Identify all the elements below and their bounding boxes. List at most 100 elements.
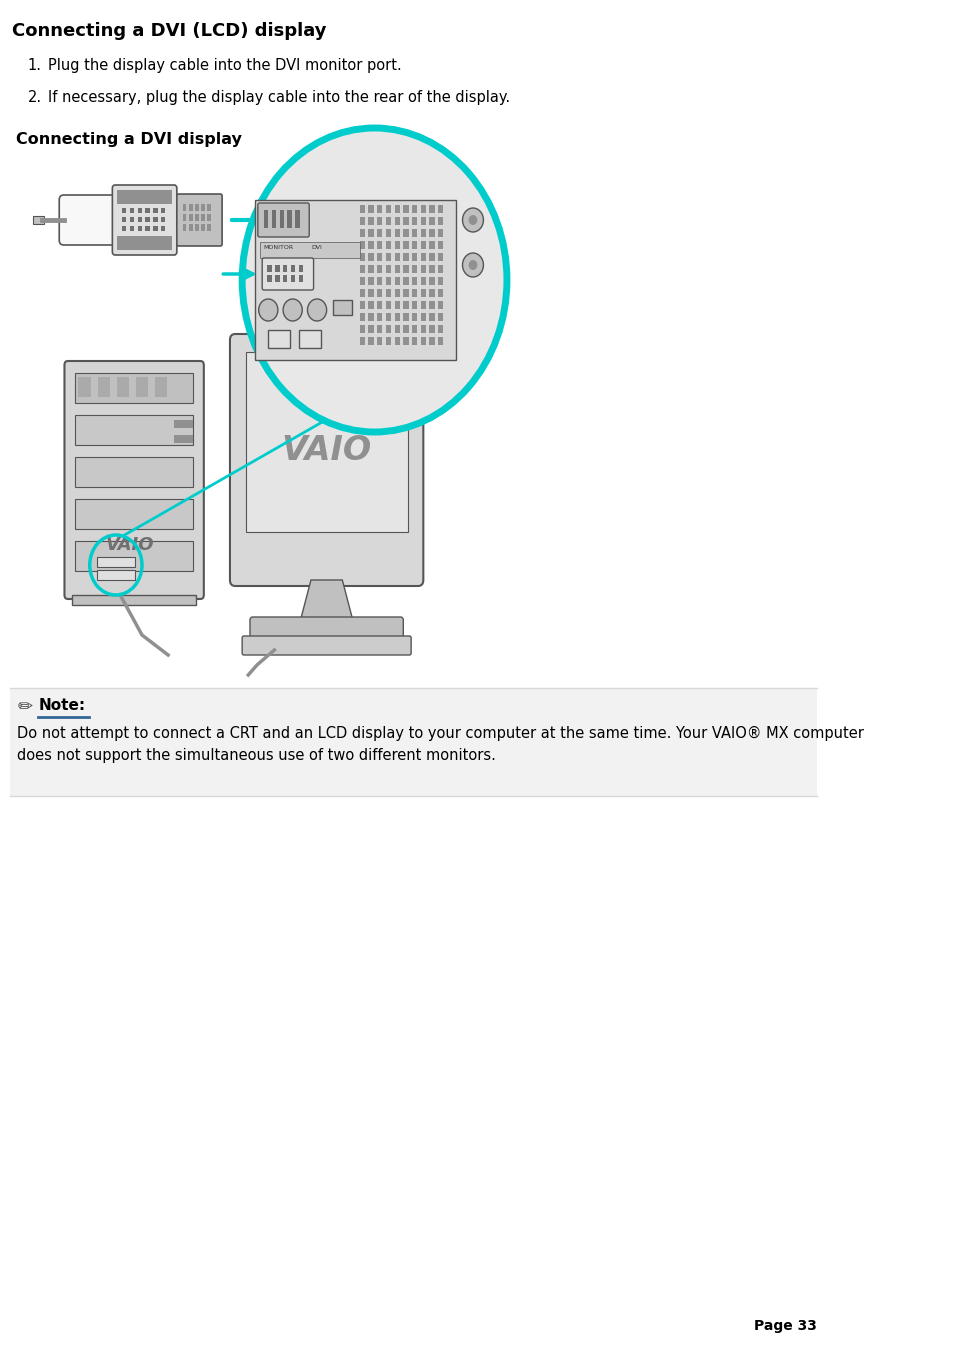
Bar — [403, 230, 408, 236]
Bar — [130, 218, 134, 222]
Bar — [437, 289, 443, 297]
FancyBboxPatch shape — [257, 203, 309, 236]
Bar — [376, 277, 382, 285]
Bar — [78, 377, 91, 397]
Bar — [420, 240, 425, 249]
Text: MONITOR: MONITOR — [263, 245, 293, 250]
Bar — [272, 209, 275, 228]
Bar — [420, 301, 425, 309]
Bar — [287, 209, 292, 228]
Bar — [201, 224, 205, 231]
Bar — [420, 326, 425, 332]
Bar — [264, 209, 268, 228]
Bar — [437, 336, 443, 345]
Bar — [385, 240, 391, 249]
Bar — [153, 226, 157, 231]
Text: Do not attempt to connect a CRT and an LCD display to your computer at the same : Do not attempt to connect a CRT and an L… — [17, 725, 863, 763]
FancyBboxPatch shape — [250, 617, 403, 644]
Bar — [385, 253, 391, 261]
Bar — [412, 336, 416, 345]
Bar — [412, 240, 416, 249]
Bar — [195, 224, 198, 231]
FancyBboxPatch shape — [65, 361, 204, 598]
Bar — [395, 326, 399, 332]
Bar — [403, 253, 408, 261]
Bar — [75, 499, 193, 530]
Bar — [183, 213, 186, 222]
Bar — [376, 326, 382, 332]
Bar — [97, 377, 110, 397]
Text: If necessary, plug the display cable into the rear of the display.: If necessary, plug the display cable int… — [48, 91, 510, 105]
Bar — [96, 570, 135, 580]
Bar — [72, 594, 195, 605]
Bar — [155, 377, 167, 397]
Bar — [395, 230, 399, 236]
FancyBboxPatch shape — [112, 185, 176, 255]
Bar — [385, 205, 391, 213]
Bar — [122, 208, 126, 213]
Bar — [279, 209, 284, 228]
Bar — [359, 326, 365, 332]
Bar — [275, 276, 279, 282]
Bar — [395, 336, 399, 345]
Circle shape — [468, 259, 476, 270]
Bar — [283, 276, 287, 282]
Bar — [275, 265, 279, 272]
Circle shape — [462, 208, 483, 232]
Bar — [368, 326, 374, 332]
Bar — [403, 336, 408, 345]
Circle shape — [307, 299, 326, 322]
Text: DVI: DVI — [312, 245, 322, 250]
Bar — [395, 253, 399, 261]
Bar — [189, 213, 193, 222]
Bar — [385, 336, 391, 345]
Bar — [412, 289, 416, 297]
Bar — [122, 226, 126, 231]
Bar — [429, 218, 435, 226]
Bar — [368, 218, 374, 226]
Bar — [437, 253, 443, 261]
Bar — [359, 265, 365, 273]
Bar — [116, 377, 129, 397]
Bar — [420, 218, 425, 226]
Bar — [368, 313, 374, 322]
FancyBboxPatch shape — [59, 195, 115, 245]
Text: VAIO: VAIO — [106, 536, 153, 554]
Bar — [420, 289, 425, 297]
Bar — [437, 240, 443, 249]
Bar — [429, 289, 435, 297]
Bar — [429, 230, 435, 236]
Bar — [412, 253, 416, 261]
Bar — [403, 240, 408, 249]
Bar — [403, 265, 408, 273]
Bar — [116, 236, 172, 250]
Bar — [333, 300, 352, 315]
Bar — [412, 301, 416, 309]
Bar — [75, 457, 193, 486]
Bar — [437, 265, 443, 273]
Bar — [385, 313, 391, 322]
Bar — [403, 218, 408, 226]
Bar — [376, 230, 382, 236]
Bar — [268, 330, 290, 349]
Bar — [137, 226, 142, 231]
Bar — [130, 226, 134, 231]
Bar — [429, 313, 435, 322]
Bar — [75, 540, 193, 571]
Bar — [283, 265, 287, 272]
Bar — [291, 276, 295, 282]
Bar — [376, 301, 382, 309]
Bar — [385, 301, 391, 309]
Bar — [295, 209, 299, 228]
FancyBboxPatch shape — [242, 636, 411, 655]
Bar — [395, 205, 399, 213]
Bar — [96, 557, 135, 567]
Bar — [201, 204, 205, 211]
Bar — [359, 313, 365, 322]
Bar — [385, 326, 391, 332]
Bar — [412, 277, 416, 285]
Bar — [161, 218, 165, 222]
Bar — [437, 313, 443, 322]
Bar — [403, 277, 408, 285]
Bar — [145, 226, 150, 231]
